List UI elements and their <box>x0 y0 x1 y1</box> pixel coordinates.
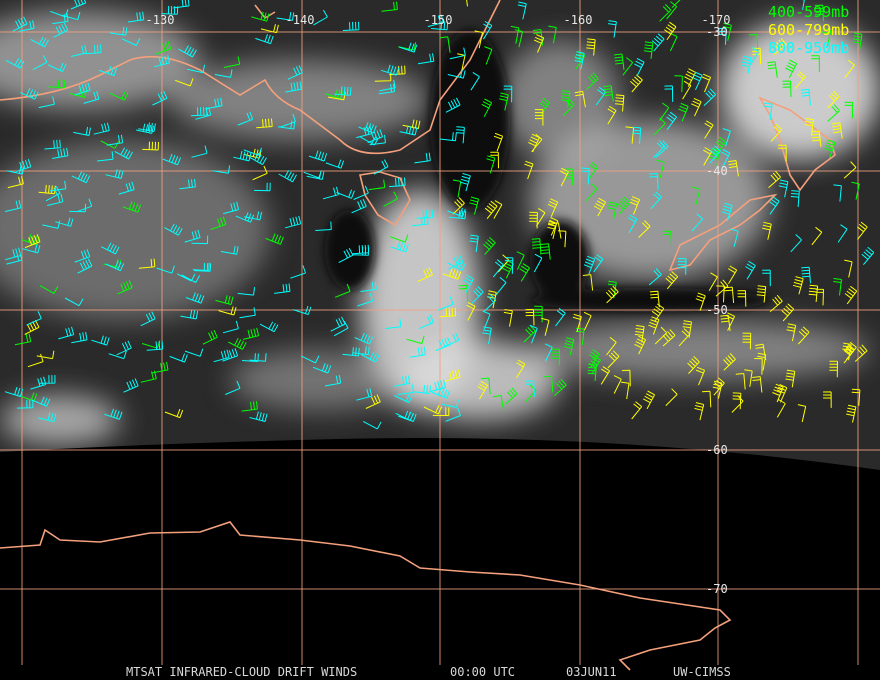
labels: -130 -140 -150 -160 -170-30 -40 -50 -60 -70 400-5… <box>126 3 849 679</box>
wind-barb-group <box>4 0 875 430</box>
longitude-label: -170 <box>702 13 731 27</box>
longitude-label: -150 <box>424 13 453 27</box>
legend-entry: 800-950mb <box>768 39 849 57</box>
wind-barb-group <box>7 0 868 423</box>
longitude-label: -130 <box>146 13 175 27</box>
latitude-label: -40 <box>706 164 728 178</box>
legend-entry: 600-799mb <box>768 21 849 39</box>
latitude-label: -50 <box>706 303 728 317</box>
latitude-label: -30 <box>706 25 728 39</box>
footer-text: UW-CIMSS <box>673 665 731 679</box>
graticule <box>0 0 880 665</box>
longitude-label: -140 <box>286 13 315 27</box>
footer-text: 03JUN11 <box>566 665 617 679</box>
longitude-label: -160 <box>564 13 593 27</box>
latitude-label: -60 <box>706 443 728 457</box>
wind-barbs <box>4 0 875 430</box>
footer-text: MTSAT INFRARED-CLOUD DRIFT WINDS <box>126 665 357 679</box>
footer-text: 00:00 UTC <box>450 665 515 679</box>
legend-entry: 400-599mb <box>768 3 849 21</box>
latitude-label: -70 <box>706 582 728 596</box>
